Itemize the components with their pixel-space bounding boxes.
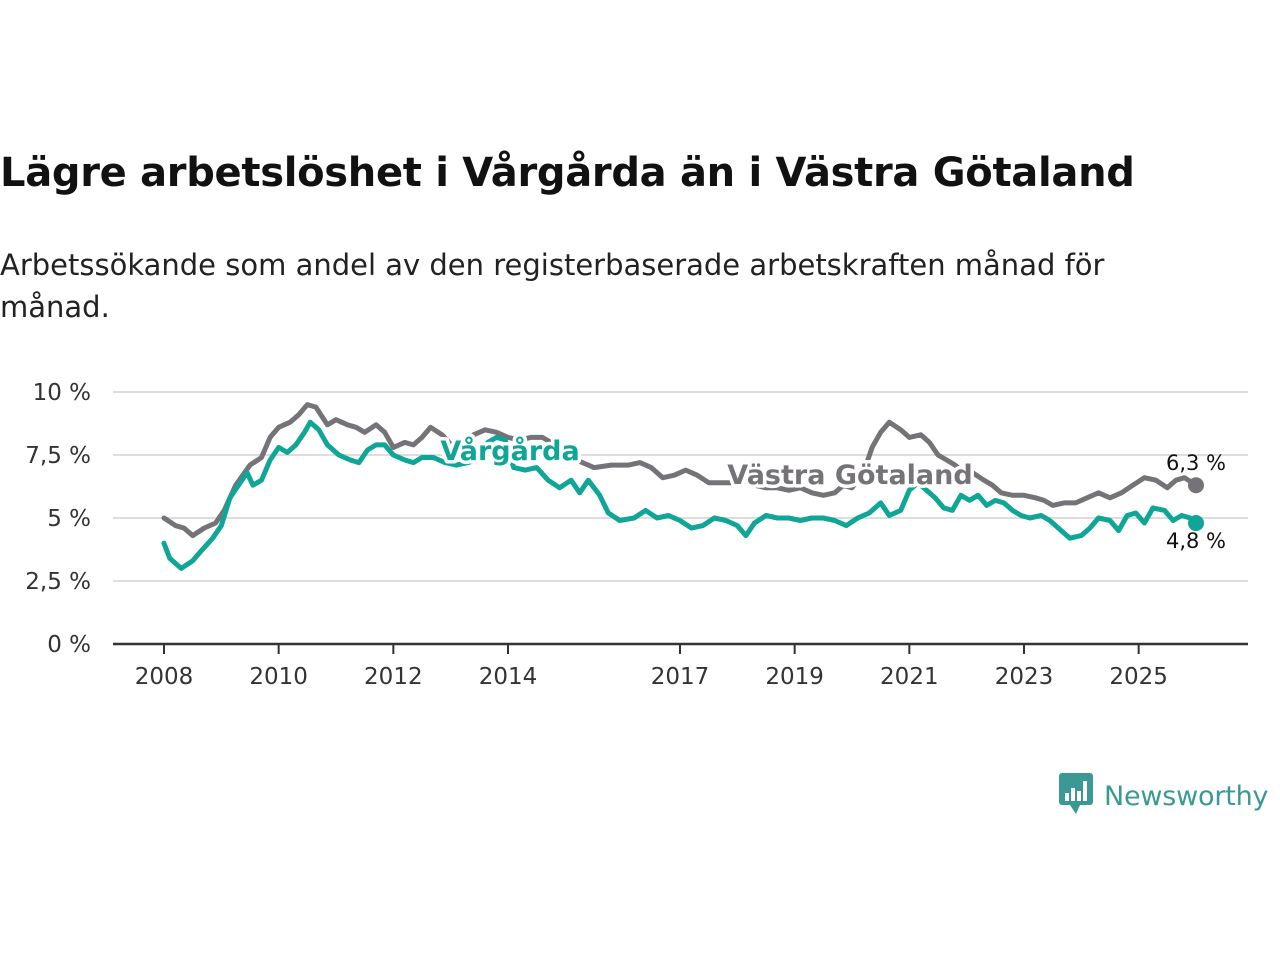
x-tick-label: 2012 [364, 664, 423, 690]
x-tick-label: 2008 [135, 664, 194, 690]
end-value-label-vargarda: 4,8 % [1166, 529, 1226, 553]
x-tick-label: 2019 [765, 664, 824, 690]
y-axis-ticks: 0 % 2,5 % 5 % 7,5 % 10 % [25, 380, 91, 658]
series-lines [161, 402, 1204, 571]
series-label-vastra-gotaland: Västra Götaland [727, 460, 972, 491]
series-label-vargarda: Vårgårda [440, 435, 579, 467]
x-axis-ticks: 2008 2010 2012 2014 2017 2019 2021 2023 2025 [113, 642, 1248, 690]
series-labels: Västra Götaland Vårgårda 6,3 % 4,8 % [437, 432, 1226, 554]
end-value-label-vastra-gotaland: 6,3 % [1166, 451, 1226, 475]
x-tick-label: 2023 [995, 664, 1054, 690]
x-tick-label: 2010 [249, 664, 308, 690]
chart-subtitle: Arbetssökande som andel av den registerb… [0, 248, 1105, 324]
series-line-0 [161, 402, 1199, 539]
line-chart: 0 % 2,5 % 5 % 7,5 % 10 % 2008 2010 2012 2014 201… [25, 380, 1248, 690]
x-tick-label: 2014 [479, 664, 538, 690]
series-end-dot-1 [1188, 515, 1204, 532]
x-tick-label: 2021 [880, 664, 939, 690]
x-tick-label: 2017 [651, 664, 710, 690]
brand-name: Newsworthy [1104, 780, 1269, 812]
y-tick-label: 0 % [47, 632, 91, 658]
x-tick-label: 2025 [1109, 664, 1168, 690]
series-line-1 [161, 419, 1199, 571]
newsworthy-logo-icon [1058, 772, 1094, 820]
chart-title: Lägre arbetslöshet i Vårgårda än i Västr… [0, 150, 1135, 196]
y-tick-label: 2,5 % [25, 569, 91, 595]
brand-logo[interactable]: Newsworthy [1058, 772, 1269, 820]
series-end-dot-0 [1188, 477, 1204, 494]
y-tick-label: 10 % [33, 380, 91, 406]
gridlines [113, 391, 1248, 582]
y-tick-label: 7,5 % [25, 443, 91, 469]
y-tick-label: 5 % [47, 506, 91, 532]
